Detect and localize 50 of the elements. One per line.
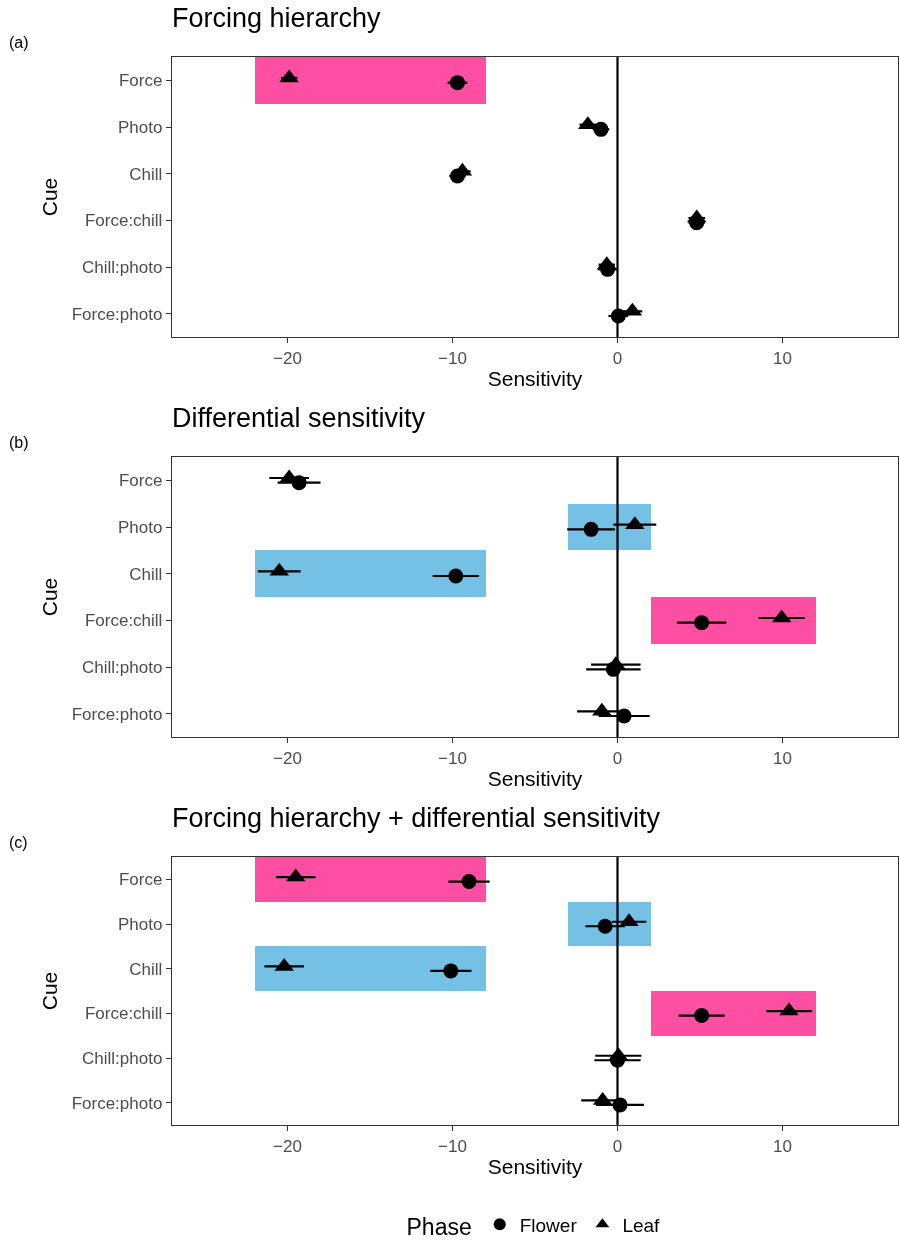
y-tick-label: Force:photo (71, 1093, 163, 1113)
x-tick-label: −20 (273, 748, 302, 768)
text: (a) (9, 34, 29, 51)
y-tick-label: Force (118, 870, 163, 890)
y-tick-label: Force (118, 71, 163, 91)
x-axis-title: Sensitivity (487, 766, 583, 790)
bar (254, 946, 486, 991)
y-tick-label: Chill:photo (82, 1048, 163, 1068)
chart-title: Forcing hierarchy + differential sensitivity (172, 802, 661, 833)
y-tick-label: Force:chill (84, 1004, 163, 1024)
x-tick-label: −10 (438, 348, 467, 368)
legend-title: Phase (406, 1214, 472, 1241)
y-axis-title: Cue (37, 177, 61, 217)
bar (650, 597, 816, 644)
x-tick-label: 0 (612, 348, 623, 368)
legend-label: Leaf (622, 1214, 661, 1236)
bar (650, 991, 816, 1036)
y-tick-label: Chill:photo (82, 257, 163, 277)
x-tick-label: 10 (773, 348, 792, 368)
chart-title: Differential sensitivity (172, 402, 426, 433)
text: (b) (9, 434, 29, 451)
text: (c) (9, 834, 28, 851)
x-axis-title: Sensitivity (487, 1154, 583, 1178)
y-tick-label: Force:photo (71, 304, 163, 324)
y-tick-label: Chill (129, 564, 163, 584)
y-axis-title: Cue (37, 577, 61, 617)
y-tick-label: Force (118, 471, 163, 491)
y-tick-label: Photo (117, 517, 163, 537)
y-tick-label: Chill (129, 164, 163, 184)
y-tick-label: Photo (117, 117, 163, 137)
y-tick-label: Force:chill (84, 211, 163, 231)
x-tick-label: −20 (273, 1136, 302, 1156)
x-tick-label: −20 (273, 348, 302, 368)
legend-label: Flower (519, 1214, 578, 1236)
x-tick-label: −10 (438, 748, 467, 768)
x-tick-label: −10 (438, 1136, 467, 1156)
y-tick-label: Chill (129, 959, 163, 979)
bar (254, 550, 486, 597)
y-tick-label: Force:chill (84, 611, 163, 631)
y-tick-label: Force:photo (71, 704, 163, 724)
y-axis-title: Cue (37, 971, 61, 1011)
y-tick-label: Chill:photo (82, 657, 163, 677)
bar (254, 857, 486, 902)
chart-title: Forcing hierarchy (172, 2, 382, 33)
x-tick-label: 10 (773, 1136, 792, 1156)
y-tick-label: Photo (117, 914, 163, 934)
x-tick-label: 0 (612, 1136, 623, 1156)
x-tick-label: 10 (773, 748, 792, 768)
x-tick-label: 0 (612, 748, 623, 768)
x-axis-title: Sensitivity (487, 366, 583, 390)
